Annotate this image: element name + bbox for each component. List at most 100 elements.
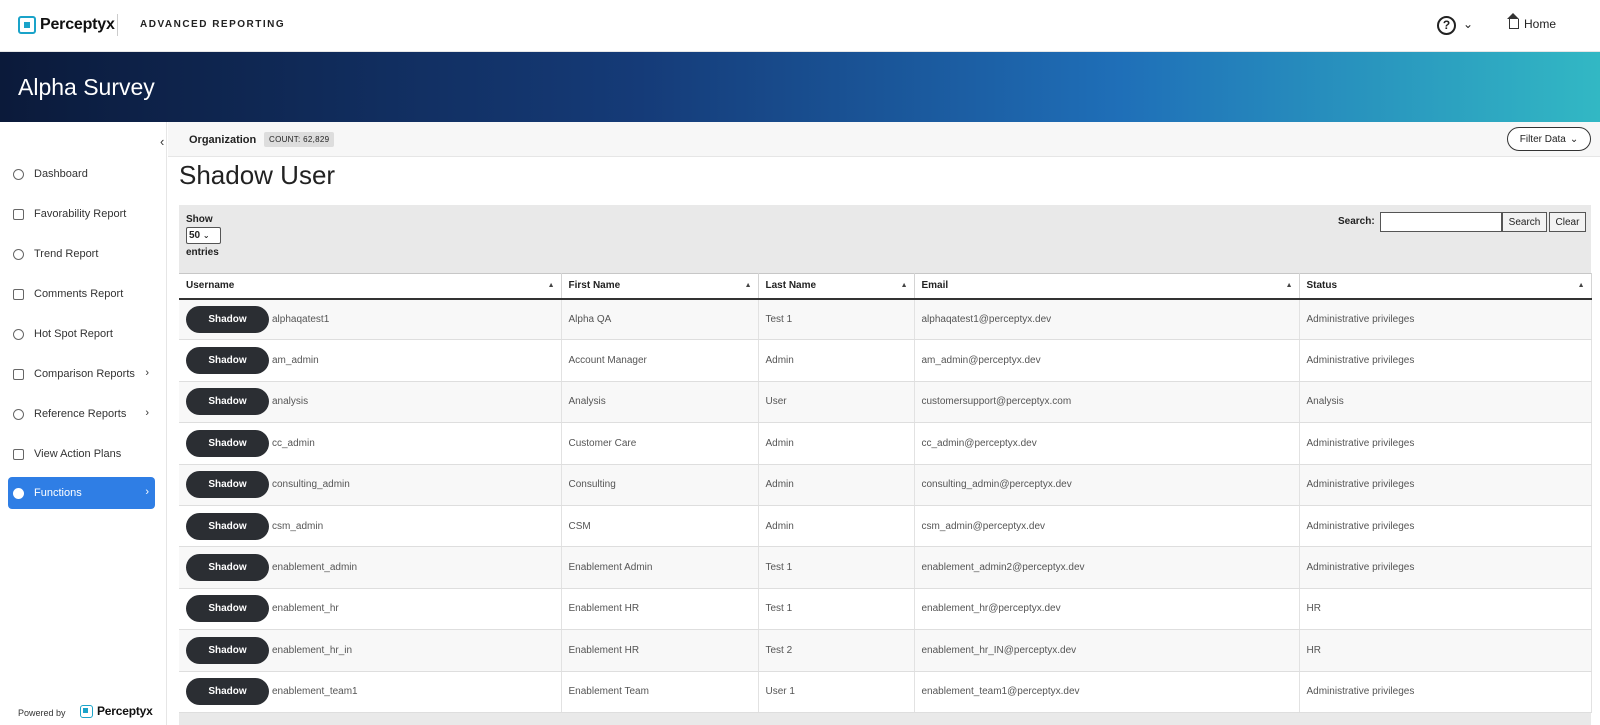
shadow-button[interactable]: Shadow bbox=[186, 554, 269, 582]
cell-status: Analysis bbox=[1306, 396, 1344, 408]
cell-status: Administrative privileges bbox=[1306, 562, 1415, 574]
sidebar-item-4[interactable]: Hot Spot Report bbox=[8, 318, 155, 350]
chevron-right-icon: › bbox=[145, 367, 149, 379]
cell-email: am_admin@perceptyx.dev bbox=[921, 355, 1041, 367]
shadow-button[interactable]: Shadow bbox=[186, 678, 269, 706]
column-header[interactable]: Username ▲ bbox=[179, 273, 562, 300]
shadow-button[interactable]: Shadow bbox=[186, 595, 269, 623]
shadow-button[interactable]: Shadow bbox=[186, 429, 269, 457]
home-link[interactable]: Home bbox=[1507, 13, 1556, 31]
cell-username: enablement_admin bbox=[272, 562, 358, 574]
comments-icon bbox=[13, 288, 24, 300]
sidebar-item-label: Trend Report bbox=[34, 248, 99, 260]
gear-icon bbox=[13, 487, 24, 499]
column-header[interactable]: Status ▲ bbox=[1299, 273, 1592, 300]
sidebar-item-0[interactable]: Dashboard bbox=[8, 158, 155, 190]
shadow-button[interactable]: Shadow bbox=[186, 512, 269, 540]
survey-title: Alpha Survey bbox=[18, 74, 155, 100]
table-cell: Customer Care bbox=[561, 422, 759, 465]
search-button[interactable]: Search bbox=[1502, 212, 1547, 232]
scale-icon bbox=[13, 368, 24, 380]
column-header[interactable]: Last Name ▲ bbox=[758, 273, 915, 300]
help-icon[interactable]: ? bbox=[1437, 16, 1456, 35]
table-cell: Shadow cc_admin bbox=[179, 422, 562, 465]
table-cell: Shadow alphaqatest1 bbox=[179, 298, 562, 341]
sidebar-item-3[interactable]: Comments Report bbox=[8, 278, 155, 310]
cell-last: Test 1 bbox=[765, 562, 793, 574]
table-row: Shadow analysis Analysis User customersuppor… bbox=[179, 381, 1592, 424]
cell-status: Administrative privileges bbox=[1306, 437, 1415, 449]
shadow-button[interactable]: Shadow bbox=[186, 388, 269, 416]
cell-username: alphaqatest1 bbox=[272, 313, 330, 325]
cell-username: cc_admin bbox=[272, 437, 315, 449]
filter-data-label: Filter Data bbox=[1519, 133, 1566, 145]
shadow-button[interactable]: Shadow bbox=[186, 471, 269, 499]
cell-status: HR bbox=[1306, 603, 1321, 615]
cell-username: enablement_hr bbox=[272, 603, 339, 615]
survey-banner: Alpha Survey bbox=[0, 52, 1600, 122]
cell-username: am_admin bbox=[272, 355, 319, 367]
shadow-button[interactable]: Shadow bbox=[186, 305, 269, 333]
cell-last: Test 2 bbox=[765, 644, 793, 656]
column-header-label: First Name bbox=[568, 280, 621, 292]
count-badge: COUNT: 62,829 bbox=[264, 132, 335, 147]
column-header[interactable]: First Name ▲ bbox=[561, 273, 759, 300]
powered-brand: Perceptyx bbox=[97, 704, 153, 718]
table-cell: HR bbox=[1299, 588, 1592, 631]
filter-data-button[interactable]: Filter Data ⌄ bbox=[1507, 127, 1591, 151]
sidebar-item-1[interactable]: Favorability Report bbox=[8, 198, 155, 230]
table-cell: Enablement Admin bbox=[561, 546, 759, 589]
table-cell: consulting_admin@perceptyx.dev bbox=[914, 464, 1300, 506]
table-cell: Test 1 bbox=[758, 588, 915, 631]
cell-first: Alpha QA bbox=[568, 313, 612, 325]
cell-email: consulting_admin@perceptyx.dev bbox=[921, 479, 1072, 491]
sidebar-item-8[interactable]: Functions › bbox=[8, 477, 155, 509]
cell-first: CSM bbox=[568, 520, 591, 532]
perceptyx-logo[interactable]: Perceptyx bbox=[18, 14, 115, 36]
table-row: Shadow enablement_team1 Enablement Team Use… bbox=[179, 671, 1592, 713]
cell-email: enablement_hr@perceptyx.dev bbox=[921, 603, 1061, 615]
bar-chart-icon bbox=[13, 408, 24, 420]
cell-status: Administrative privileges bbox=[1306, 520, 1415, 532]
logo-icon bbox=[18, 16, 36, 34]
organization-label: Organization bbox=[189, 134, 257, 146]
cell-email: enablement_team1@perceptyx.dev bbox=[921, 686, 1080, 698]
table-cell: Analysis bbox=[561, 381, 759, 424]
cell-last: Admin bbox=[765, 520, 794, 532]
table-cell: Admin bbox=[758, 339, 915, 382]
table-cell: Test 1 bbox=[758, 298, 915, 341]
sidebar-item-5[interactable]: Comparison Reports › bbox=[8, 358, 155, 390]
cell-email: customersupport@perceptyx.com bbox=[921, 396, 1072, 408]
column-header-label: Status bbox=[1306, 280, 1338, 292]
table-body: Shadow alphaqatest1 Alpha QA Test 1 alphaqat… bbox=[179, 298, 1592, 713]
table-cell: am_admin@perceptyx.dev bbox=[914, 339, 1300, 382]
logo-icon bbox=[80, 704, 93, 718]
table-cell: Administrative privileges bbox=[1299, 671, 1592, 713]
sidebar-item-2[interactable]: Trend Report bbox=[8, 238, 155, 270]
column-header-label: Username bbox=[186, 280, 235, 292]
chevron-down-icon[interactable]: ⌄ bbox=[1463, 17, 1474, 31]
cell-last: Admin bbox=[765, 355, 794, 367]
product-name: ADVANCED REPORTING bbox=[140, 19, 286, 30]
show-label: Show bbox=[186, 214, 213, 225]
clear-button[interactable]: Clear bbox=[1549, 212, 1586, 232]
page-size-value: 50 bbox=[189, 230, 201, 241]
cell-first: Enablement Team bbox=[568, 686, 649, 698]
sidebar-item-7[interactable]: View Action Plans bbox=[8, 438, 155, 470]
search-input[interactable] bbox=[1380, 212, 1502, 232]
table-cell: Administrative privileges bbox=[1299, 464, 1592, 506]
page-size-select[interactable]: 50 ⌄ bbox=[186, 227, 221, 244]
brand-name: Perceptyx bbox=[40, 16, 115, 33]
table-cell: Consulting bbox=[561, 464, 759, 506]
sidebar-item-6[interactable]: Reference Reports › bbox=[8, 398, 155, 430]
column-header[interactable]: Email ▲ bbox=[914, 273, 1300, 300]
entries-label: entries bbox=[186, 247, 219, 258]
table-cell: Administrative privileges bbox=[1299, 422, 1592, 465]
shadow-button[interactable]: Shadow bbox=[186, 636, 269, 664]
table-row: Shadow csm_admin CSM Admin csm_admin@percept… bbox=[179, 505, 1592, 548]
sort-icon: ▲ bbox=[1285, 282, 1293, 289]
shadow-button[interactable]: Shadow bbox=[186, 347, 269, 375]
cell-status: HR bbox=[1306, 644, 1321, 656]
chevron-left-icon[interactable]: ‹ bbox=[160, 134, 165, 149]
cell-username: enablement_hr_in bbox=[272, 644, 353, 656]
